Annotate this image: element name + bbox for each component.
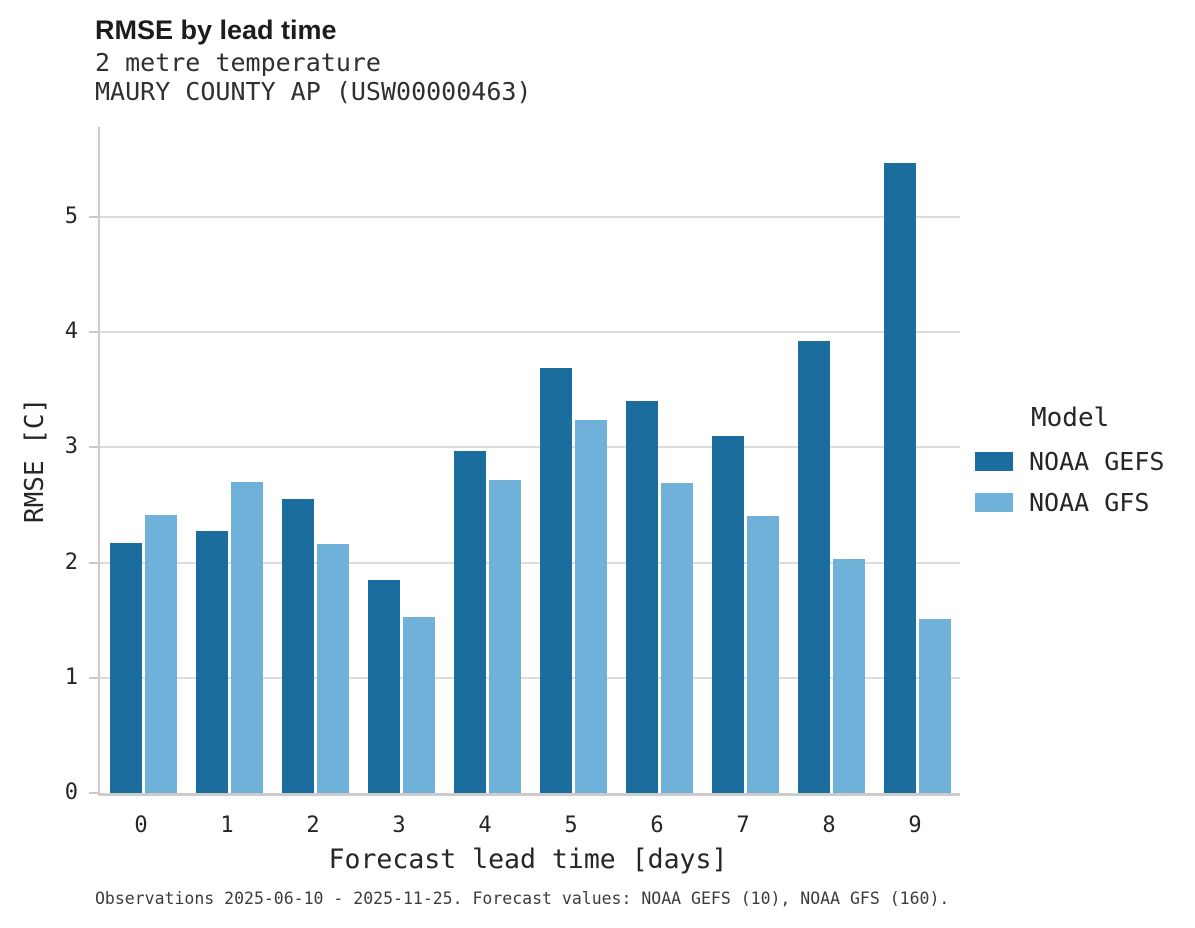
chart-subtitle-station: MAURY COUNTY AP (USW00000463) — [95, 76, 532, 106]
chart-title: RMSE by lead time — [95, 15, 337, 45]
x-axis-label: Forecast lead time [days] — [328, 844, 728, 875]
bar-group-0 — [100, 127, 186, 793]
y-tick-label: 4 — [64, 319, 78, 345]
bar-groups — [100, 127, 960, 793]
bar-noaa-gfs — [574, 419, 607, 793]
y-tick-mark — [89, 676, 98, 679]
gridline — [100, 331, 960, 334]
bar-noaa-gefs — [539, 367, 572, 793]
bar-noaa-gefs — [453, 450, 486, 793]
bar-noaa-gefs — [367, 579, 400, 793]
bar-noaa-gefs — [109, 542, 142, 793]
x-tick-label: 1 — [220, 813, 234, 838]
x-tick-label: 9 — [908, 813, 922, 838]
gridlines — [100, 127, 960, 793]
bar-group-9 — [874, 127, 960, 793]
x-tick-label: 2 — [306, 813, 320, 838]
gridline — [100, 215, 960, 218]
legend-label: NOAA GFS — [1029, 488, 1150, 517]
bar-noaa-gfs — [230, 481, 263, 793]
legend-entry: NOAA GEFS — [975, 447, 1195, 476]
legend-title: Model — [1031, 403, 1110, 433]
y-tick-label: 5 — [64, 203, 78, 229]
legend-swatch-noaa-gefs — [975, 452, 1013, 471]
bar-group-4 — [444, 127, 530, 793]
y-tick-mark — [89, 561, 98, 564]
bar-group-6 — [616, 127, 702, 793]
bar-group-5 — [530, 127, 616, 793]
x-tick-label: 4 — [478, 813, 492, 838]
bar-noaa-gfs — [402, 616, 435, 793]
bar-noaa-gfs — [316, 544, 349, 793]
legend-entries: NOAA GEFS NOAA GFS — [975, 447, 1195, 517]
y-tick-mark — [89, 215, 98, 218]
legend-swatch-noaa-gfs — [975, 493, 1013, 512]
x-tick-label: 3 — [392, 813, 406, 838]
legend: Model NOAA GEFS NOAA GFS — [975, 403, 1195, 529]
bar-noaa-gfs — [832, 559, 865, 793]
bar-noaa-gefs — [711, 435, 744, 793]
y-tick-label: 2 — [64, 549, 78, 575]
x-axis-tick-labels: 0 1 2 3 4 5 6 7 8 9 — [98, 813, 958, 838]
bar-noaa-gfs — [144, 515, 177, 793]
y-tick-mark — [89, 446, 98, 449]
x-tick-label: 5 — [564, 813, 578, 838]
bar-noaa-gfs — [488, 479, 521, 793]
y-tick-label: 0 — [64, 780, 78, 805]
legend-label: NOAA GEFS — [1029, 447, 1165, 476]
gridline — [100, 446, 960, 449]
gridline — [100, 561, 960, 564]
bar-noaa-gefs — [195, 531, 228, 793]
x-tick-label: 0 — [134, 813, 148, 838]
x-tick-label: 8 — [822, 813, 836, 838]
caption: Observations 2025-06-10 - 2025-11-25. Fo… — [95, 889, 950, 908]
bar-noaa-gfs — [746, 516, 779, 793]
x-tick-label: 7 — [736, 813, 750, 838]
bar-group-1 — [186, 127, 272, 793]
gridline — [100, 676, 960, 679]
y-axis-tick-labels: 0 1 2 3 4 5 — [28, 127, 78, 803]
bar-group-2 — [272, 127, 358, 793]
bar-group-3 — [358, 127, 444, 793]
bar-noaa-gefs — [281, 499, 314, 793]
y-tick-label: 3 — [64, 434, 78, 460]
y-tick-label: 1 — [64, 664, 78, 690]
legend-entry: NOAA GFS — [975, 488, 1195, 517]
bar-noaa-gfs — [660, 483, 693, 793]
title-block: RMSE by lead time 2 metre temperature MA… — [95, 14, 532, 106]
bar-noaa-gfs — [918, 619, 951, 793]
bar-noaa-gefs — [625, 401, 658, 793]
bar-group-7 — [702, 127, 788, 793]
chart-subtitle-variable: 2 metre temperature — [95, 47, 381, 77]
plot-area — [89, 127, 960, 796]
y-tick-mark — [89, 331, 98, 334]
bar-noaa-gefs — [883, 162, 916, 793]
y-tick-mark — [89, 792, 98, 794]
bar-noaa-gefs — [797, 341, 830, 793]
bar-group-8 — [788, 127, 874, 793]
x-tick-label: 6 — [650, 813, 664, 838]
